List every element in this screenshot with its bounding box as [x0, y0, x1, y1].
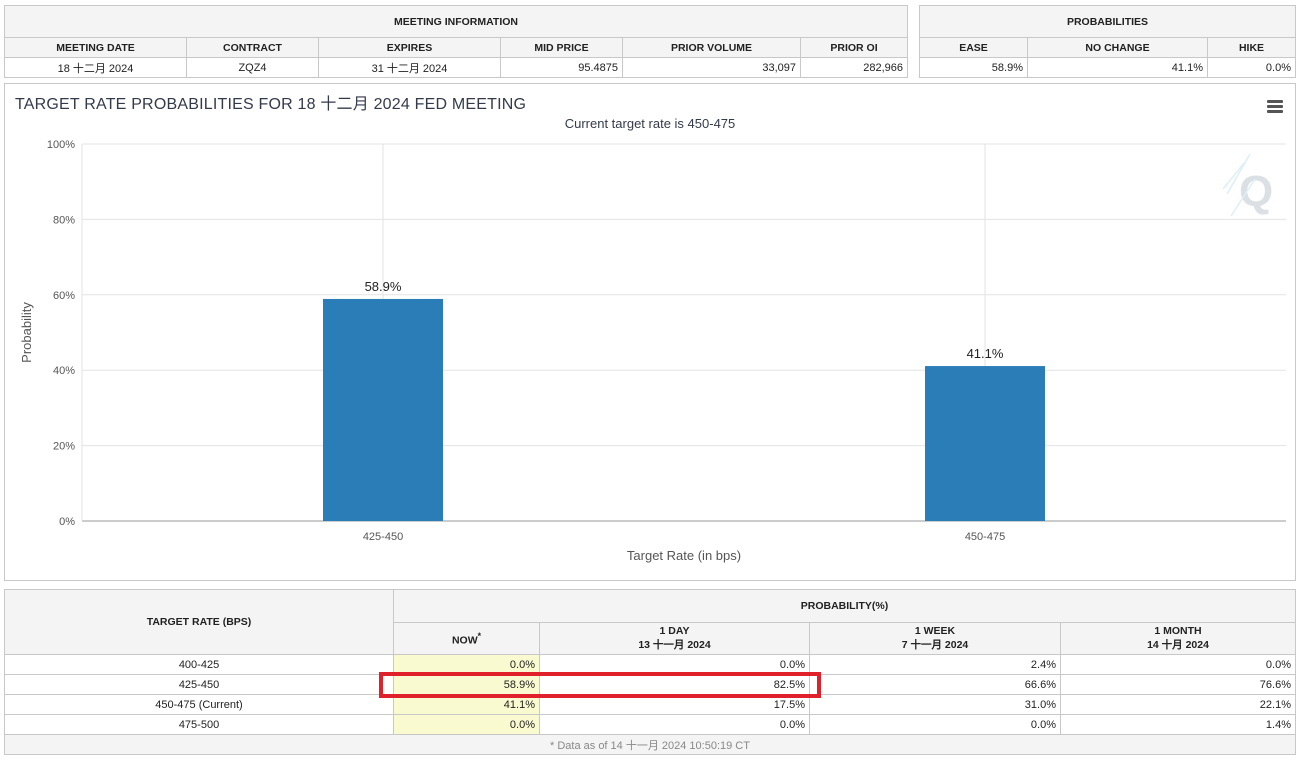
col-1month-header: 1 MONTH 14 十月 2024 — [1060, 622, 1296, 655]
col-now-sup: * — [477, 630, 482, 641]
y-tick-label: 20% — [53, 441, 75, 453]
col-now-label: NOW — [451, 634, 478, 647]
probability-table-panel: TARGET RATE (BPS) PROBABILITY(%) NOW* 1 … — [4, 589, 1296, 755]
1week-cell: 31.0% — [809, 694, 1061, 715]
probabilities-panel: PROBABILITIES EASE NO CHANGE HIKE 58.9% … — [919, 5, 1296, 80]
bar-450-475 — [925, 366, 1045, 521]
col-now-header: NOW* — [393, 622, 540, 655]
col-1week-label: 1 WEEK — [914, 625, 956, 637]
1week-cell: 0.0% — [809, 714, 1061, 735]
table-row: 425-450 58.9% 82.5% 66.6% 76.6% — [4, 674, 1296, 695]
ease-value: 58.9% — [919, 57, 1028, 78]
1day-cell: 82.5% — [539, 674, 810, 695]
rate-cell: 475-500 — [4, 714, 394, 735]
probabilities-table: PROBABILITIES EASE NO CHANGE HIKE 58.9% … — [919, 5, 1296, 78]
no-change-header: NO CHANGE — [1027, 37, 1208, 58]
q-logo-icon: Q — [1222, 153, 1273, 217]
probabilities-title: PROBABILITIES — [919, 5, 1296, 38]
meeting-info-title: MEETING INFORMATION — [4, 5, 908, 38]
1week-cell: 66.6% — [809, 674, 1061, 695]
meeting-info-table: MEETING INFORMATION MEETING DATE CONTRAC… — [4, 5, 908, 78]
contract-header: CONTRACT — [186, 37, 319, 58]
rate-cell: 425-450 — [4, 674, 394, 695]
y-tick-label: 60% — [53, 290, 75, 302]
1week-cell: 2.4% — [809, 654, 1061, 675]
rate-cell: 400-425 — [4, 654, 394, 675]
meeting-info-panel: MEETING INFORMATION MEETING DATE CONTRAC… — [4, 5, 908, 80]
mid-price-value: 95.4875 — [500, 57, 623, 78]
table-row: 475-500 0.0% 0.0% 0.0% 1.4% — [4, 714, 1296, 735]
col-1day-date: 13 十一月 2024 — [638, 639, 711, 651]
chart-panel: TARGET RATE PROBABILITIES FOR 18 十二月 202… — [4, 83, 1296, 581]
prior-oi-header: PRIOR OI — [800, 37, 908, 58]
bar-425-450 — [323, 298, 443, 521]
contract-value: ZQZ4 — [186, 57, 319, 78]
prior-volume-header: PRIOR VOLUME — [622, 37, 801, 58]
meeting-date-header: MEETING DATE — [4, 37, 187, 58]
1month-cell: 0.0% — [1060, 654, 1296, 675]
hike-value: 0.0% — [1207, 57, 1296, 78]
y-tick-label: 40% — [53, 365, 75, 377]
now-cell: 58.9% — [393, 674, 540, 695]
prior-oi-value: 282,966 — [800, 57, 908, 78]
svg-text:Q: Q — [1239, 167, 1273, 216]
table-row: 400-425 0.0% 0.0% 2.4% 0.0% — [4, 654, 1296, 675]
now-cell: 0.0% — [393, 654, 540, 675]
col-1month-label: 1 MONTH — [1154, 625, 1202, 637]
col-1day-header: 1 DAY 13 十一月 2024 — [539, 622, 810, 655]
probability-table: TARGET RATE (BPS) PROBABILITY(%) NOW* 1 … — [4, 589, 1296, 755]
col-1week-header: 1 WEEK 7 十一月 2024 — [809, 622, 1061, 655]
y-axis-title: Probability — [19, 302, 34, 363]
hike-header: HIKE — [1207, 37, 1296, 58]
col-1month-date: 14 十月 2024 — [1147, 639, 1209, 651]
probability-header: PROBABILITY(%) — [393, 589, 1296, 623]
col-1week-date: 7 十一月 2024 — [901, 639, 969, 651]
hamburger-menu-icon[interactable] — [1267, 100, 1283, 114]
rate-cell: 450-475 (Current) — [4, 694, 394, 715]
1month-cell: 22.1% — [1060, 694, 1296, 715]
now-cell: 41.1% — [393, 694, 540, 715]
1day-cell: 0.0% — [539, 714, 810, 735]
mid-price-header: MID PRICE — [500, 37, 623, 58]
no-change-value: 41.1% — [1027, 57, 1208, 78]
ease-header: EASE — [919, 37, 1028, 58]
chart-title: TARGET RATE PROBABILITIES FOR 18 十二月 202… — [15, 96, 527, 113]
expires-value: 31 十二月 2024 — [318, 57, 501, 78]
x-axis-title: Target Rate (in bps) — [627, 548, 741, 563]
1month-cell: 1.4% — [1060, 714, 1296, 735]
1day-cell: 0.0% — [539, 654, 810, 675]
x-tick-label: 450-475 — [965, 531, 1005, 543]
y-tick-label: 80% — [53, 214, 75, 226]
meeting-date-value: 18 十二月 2024 — [4, 57, 187, 78]
expires-header: EXPIRES — [318, 37, 501, 58]
chart-subtitle: Current target rate is 450-475 — [564, 116, 736, 131]
bar-data-label: 58.9% — [365, 279, 402, 294]
now-cell: 0.0% — [393, 714, 540, 735]
1month-cell: 76.6% — [1060, 674, 1296, 695]
y-tick-label: 0% — [59, 516, 75, 528]
bar-data-label: 41.1% — [967, 346, 1004, 361]
x-tick-label: 425-450 — [363, 531, 403, 543]
data-as-of-footnote: * Data as of 14 十一月 2024 10:50:19 CT — [4, 734, 1296, 755]
target-rate-header: TARGET RATE (BPS) — [4, 589, 394, 655]
col-1day-label: 1 DAY — [659, 625, 690, 637]
table-row: 450-475 (Current) 41.1% 17.5% 31.0% 22.1… — [4, 694, 1296, 715]
bar-chart: Q 0% 20% 40% 60% 80% 100% 58.9% 425-450 41.1% 450… — [19, 139, 1286, 563]
y-tick-label: 100% — [47, 139, 75, 151]
prior-volume-value: 33,097 — [622, 57, 801, 78]
1day-cell: 17.5% — [539, 694, 810, 715]
